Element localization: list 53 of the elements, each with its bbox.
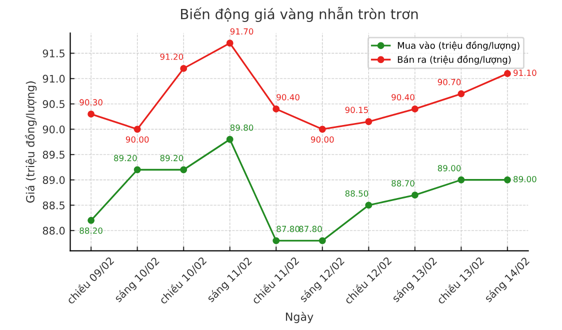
point: [180, 64, 188, 72]
data-label: 89.80: [230, 124, 254, 131]
y-tick-label: 91.0: [42, 74, 65, 83]
data-label: 90.00: [310, 136, 334, 143]
data-label: 89.20: [160, 154, 184, 162]
y-tick-label: 88.0: [42, 226, 65, 235]
point: [134, 166, 141, 174]
point: [504, 176, 511, 184]
point: [88, 216, 95, 224]
legend-label: Mua vào (triệu đồng/lượng): [398, 41, 520, 51]
data-label: 89.20: [114, 154, 137, 162]
point: [411, 192, 418, 199]
data-label: 88.50: [345, 190, 368, 197]
data-label: 90.15: [345, 106, 368, 114]
y-axis-title: Giá (triệu đồng/lượng): [24, 81, 37, 203]
y-tick-label: 90.5: [42, 100, 64, 108]
y-tick-label: 88.5: [42, 201, 64, 210]
point: [318, 237, 326, 244]
data-label: 89.00: [514, 176, 536, 182]
point: [180, 166, 188, 174]
y-tick-label: 89.5: [42, 150, 64, 159]
y-tick-label: 90.0: [42, 125, 65, 134]
y-tick-label: 91.5: [42, 49, 64, 58]
data-label: 88.70: [392, 180, 414, 187]
y-tick-label: 89.0: [42, 176, 65, 184]
data-label: 90.30: [80, 99, 102, 106]
point: [134, 126, 141, 133]
point: [272, 237, 280, 244]
point: [458, 90, 465, 98]
data-label: 91.70: [230, 28, 254, 35]
data-label: 91.10: [514, 70, 536, 76]
point: [411, 106, 418, 112]
point: [272, 106, 280, 112]
data-label: 90.40: [392, 94, 414, 100]
data-label: 90.40: [276, 94, 300, 100]
point: [226, 136, 234, 143]
data-label: 87.80: [276, 226, 300, 232]
point: [504, 70, 511, 77]
data-label: 88.20: [80, 228, 102, 234]
chart-title: Biến động giá vàng nhẫn tròn trơn: [181, 6, 418, 22]
data-label: 90.00: [126, 136, 149, 143]
point: [226, 40, 234, 47]
x-axis-title: Ngày: [286, 312, 314, 324]
point: [318, 126, 326, 133]
data-label: 89.00: [438, 165, 461, 172]
point: [88, 110, 95, 118]
data-label: 90.70: [438, 78, 461, 86]
legend-label: Bán ra (triệu đồng/lượng): [398, 55, 511, 65]
point: [365, 118, 372, 126]
data-label: 91.20: [160, 54, 184, 60]
point: [458, 176, 465, 184]
point: [365, 202, 372, 209]
data-label: 87.80: [299, 226, 322, 232]
